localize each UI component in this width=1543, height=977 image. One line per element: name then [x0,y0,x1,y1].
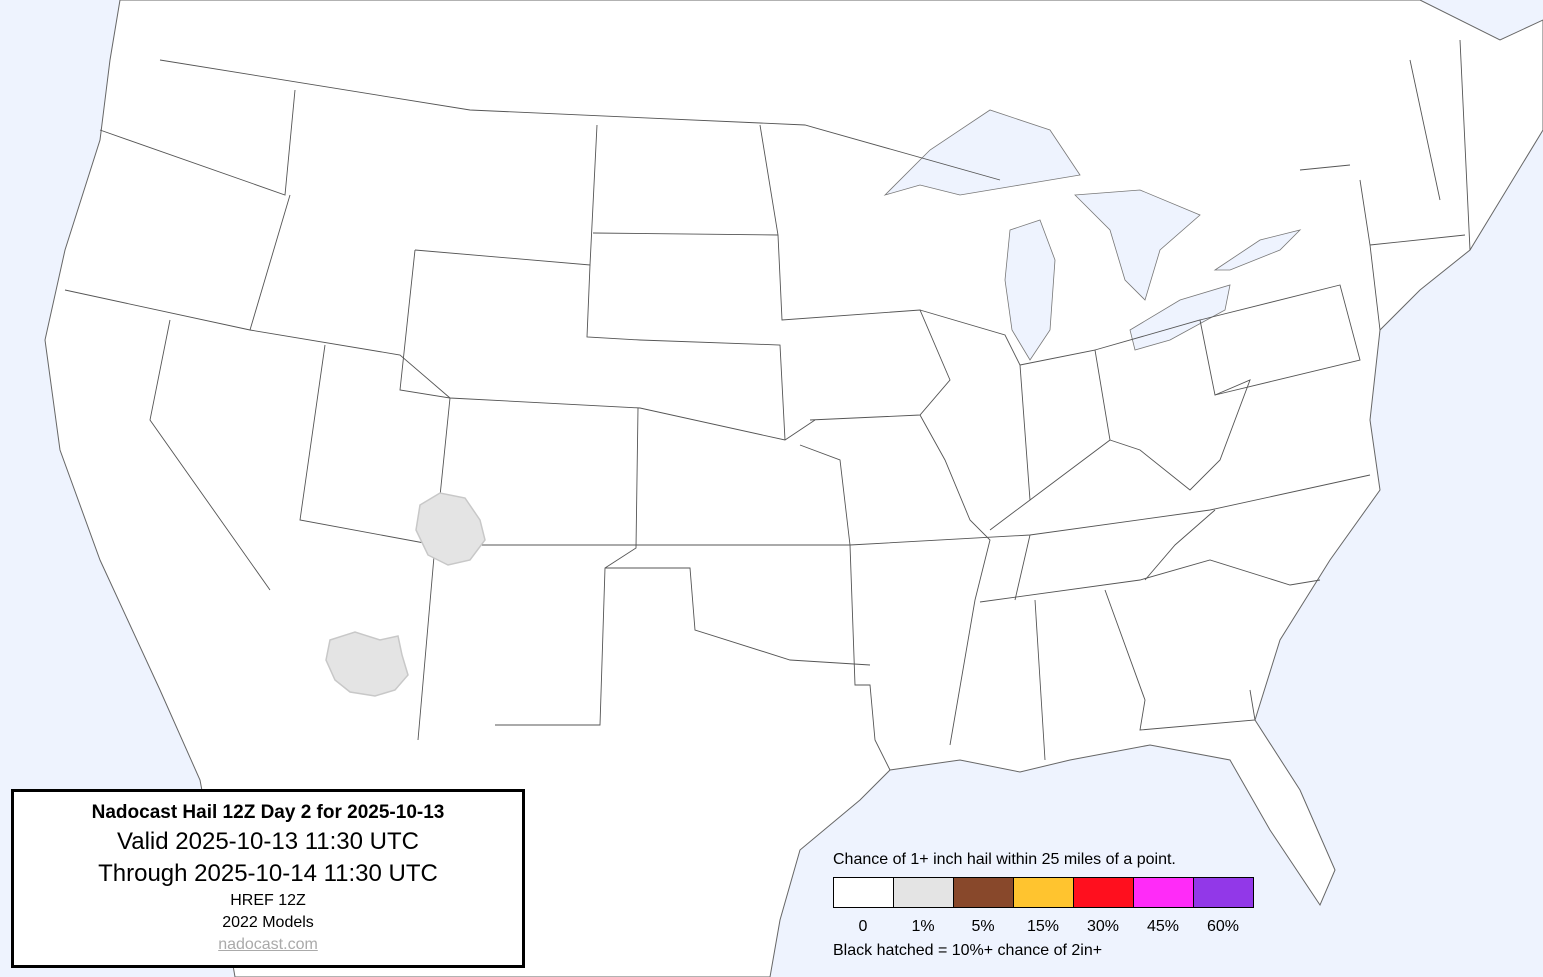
hail-probability-areas [325,492,486,697]
legend-swatch-60 [1194,878,1253,907]
legend-swatch-15 [1014,878,1074,907]
state-boundaries [64,39,1471,771]
legend-label: 1% [911,918,935,935]
legend-label: 60% [1206,918,1240,935]
legend-note: Black hatched = 10%+ chance of 2in+ [833,942,1103,959]
legend-swatch-5 [954,878,1014,907]
forecast-info-box: Nadocast Hail 12Z Day 2 for 2025-10-13 V… [11,789,525,968]
legend-label: 0 [858,918,868,935]
legend-title: Chance of 1+ inch hail within 25 miles o… [833,851,1176,868]
legend-label: 45% [1146,918,1180,935]
model-run: HREF 12Z [230,892,306,909]
valid-time: Valid 2025-10-13 11:30 UTC [117,828,419,855]
forecast-area-central-arizona [325,631,409,697]
legend-labels: 0 1% 5% 15% 30% 45% 60% [833,918,1253,936]
models-version: 2022 Models [222,914,314,931]
land [44,0,1543,977]
nadocast-link[interactable]: nadocast.com [218,936,318,953]
forecast-title: Nadocast Hail 12Z Day 2 for 2025-10-13 [91,802,445,823]
legend-swatch-30 [1074,878,1134,907]
through-time: Through 2025-10-14 11:30 UTC [98,860,438,887]
legend-label: 30% [1086,918,1120,935]
forecast-area-four-corners [415,492,486,566]
legend: Chance of 1+ inch hail within 25 miles o… [833,851,1263,960]
legend-swatch-45 [1134,878,1194,907]
legend-color-bar [833,877,1254,908]
legend-swatch-0 [834,878,894,907]
legend-label: 5% [971,918,995,935]
legend-label: 15% [1026,918,1060,935]
great-lakes [883,109,1302,361]
legend-swatch-1 [894,878,954,907]
